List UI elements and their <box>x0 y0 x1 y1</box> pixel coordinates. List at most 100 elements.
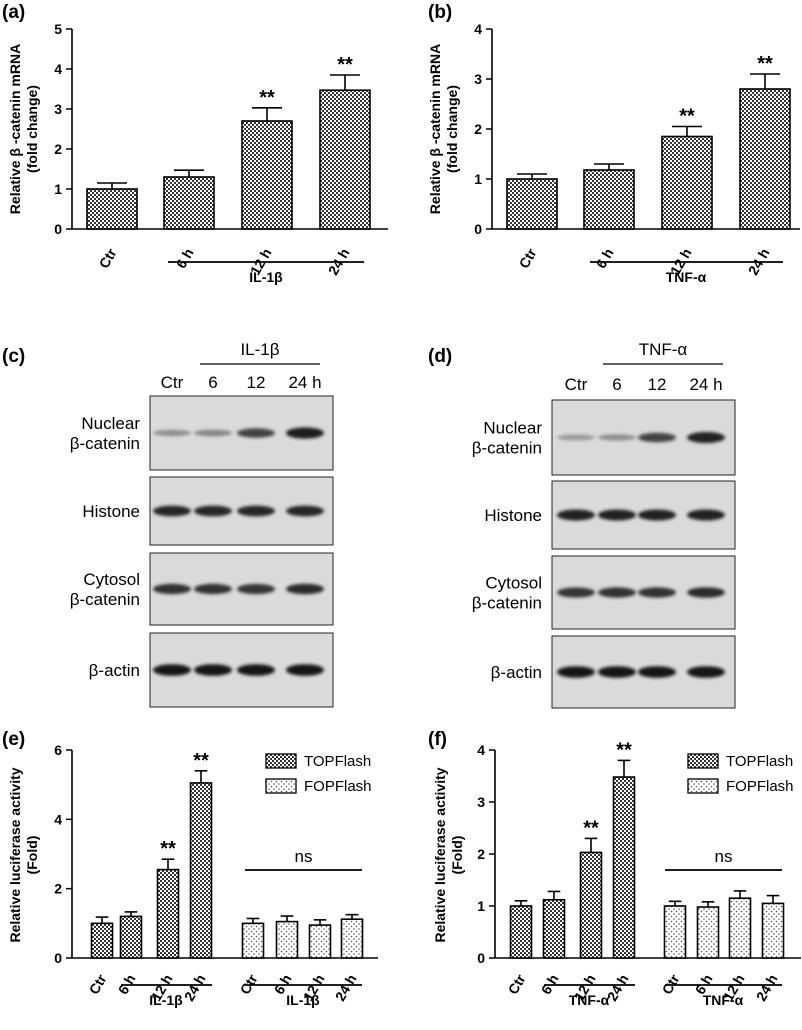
bar <box>542 898 566 959</box>
blot-row-label: Histone <box>82 502 140 521</box>
bar <box>90 922 114 959</box>
blot-lane-label: Ctr <box>565 375 588 394</box>
category-label: Ctr <box>659 971 683 997</box>
blot-band <box>598 666 636 678</box>
blot-treatment-label: IL-1β <box>240 340 279 359</box>
category-label: 24 h <box>181 972 209 1004</box>
bar <box>739 88 791 230</box>
y-axis-title-line: (fold change) <box>24 85 40 173</box>
blot-row-label: β-catenin <box>70 434 140 453</box>
blot-row-label: β-catenin <box>472 439 542 458</box>
y-tick-label: 3 <box>474 71 482 87</box>
blot-band <box>153 429 191 437</box>
blot-band <box>638 509 676 521</box>
y-axis-title: Relative luciferase activity(Fold) <box>432 767 465 942</box>
bar <box>275 920 299 959</box>
y-axis-title-line: Relative luciferase activity <box>7 767 23 942</box>
category-label: 24 h <box>332 972 360 1004</box>
blot-row-label: β-catenin <box>472 594 542 613</box>
y-tick-label: 3 <box>477 794 485 810</box>
blot-band <box>286 427 324 439</box>
panel-label-d: (d) <box>428 346 452 367</box>
chart-b: 0 1 2 3 4 Relative β -catenin mRNA(fold chang… <box>427 21 800 285</box>
group-label: IL-1β <box>249 269 283 285</box>
blot-row-label: Cytosol <box>83 570 140 589</box>
category-label: 6 h <box>593 246 617 272</box>
blot-band <box>153 664 191 676</box>
bar <box>241 120 293 230</box>
group-label: TNF-α <box>703 992 744 1008</box>
category-label: Ctr <box>237 971 261 997</box>
y-tick-label: 2 <box>474 121 482 137</box>
blot-band <box>194 429 232 437</box>
blot-band <box>194 505 232 517</box>
bar <box>189 782 213 959</box>
blot-band <box>237 505 275 517</box>
significance-label: ** <box>757 53 773 75</box>
bar <box>119 915 143 959</box>
blot-band <box>687 666 725 678</box>
blot-band <box>153 583 191 595</box>
y-tick-label: 4 <box>474 21 482 37</box>
significance-label: ** <box>616 739 632 761</box>
y-tick-label: 0 <box>477 950 485 966</box>
legend-swatch <box>265 753 297 769</box>
panel-label-c: (c) <box>2 346 25 367</box>
legend-label: FOPFlash <box>304 778 372 795</box>
blot-row-label: Nuclear <box>483 419 542 438</box>
blot-band <box>153 505 191 517</box>
bar <box>241 922 265 959</box>
blot-band <box>638 587 676 598</box>
blot-band <box>687 509 725 521</box>
blot-band <box>598 587 636 598</box>
blot-row-label: Histone <box>484 506 542 525</box>
legend-label: TOPFlash <box>304 753 371 770</box>
blot-row-label: β-actin <box>491 663 542 682</box>
y-tick-label: 1 <box>474 171 482 187</box>
blot-band <box>557 666 595 678</box>
y-tick-label: 4 <box>477 742 485 758</box>
blot-band <box>557 587 595 598</box>
bar <box>612 776 636 959</box>
y-axis-title-line: Relative β -catenin mRNA <box>7 44 23 214</box>
bar <box>506 178 558 230</box>
y-tick-label: 4 <box>54 811 62 827</box>
blot-band <box>598 434 636 441</box>
y-tick-label: 6 <box>54 742 62 758</box>
blot-band <box>687 587 725 598</box>
legend-label: TOPFlash <box>726 753 793 770</box>
blot-band <box>638 666 676 678</box>
blot-lane-label: 24 h <box>288 373 321 392</box>
category-label: Ctr <box>516 245 540 271</box>
bar <box>583 169 635 230</box>
category-label: Ctr <box>86 971 110 997</box>
y-axis-title-line: Relative luciferase activity <box>432 767 448 942</box>
significance-label: ** <box>160 838 176 860</box>
bar <box>340 918 364 959</box>
y-tick-label: 1 <box>54 181 62 197</box>
group-label: TNF-α <box>569 992 610 1008</box>
category-label: 24 h <box>753 972 781 1004</box>
bar <box>156 868 180 959</box>
y-tick-label: 4 <box>54 61 62 77</box>
bar <box>696 906 720 959</box>
significance-label: ** <box>583 817 599 839</box>
blot-band <box>286 664 324 676</box>
bar <box>728 897 752 959</box>
y-tick-label: 3 <box>54 101 62 117</box>
panel-label-f: (f) <box>428 729 447 750</box>
significance-label: ** <box>679 106 695 128</box>
ns-label: ns <box>715 847 733 866</box>
blot-band <box>237 583 275 595</box>
bar <box>579 851 603 959</box>
blot-row-label: Cytosol <box>485 574 542 593</box>
bar <box>509 905 533 959</box>
y-axis-title: Relative β -catenin mRNA(fold change) <box>7 44 40 214</box>
blot-band <box>557 434 595 441</box>
y-tick-label: 1 <box>477 898 485 914</box>
bar <box>319 89 371 230</box>
y-tick-label: 0 <box>54 950 62 966</box>
y-tick-label: 5 <box>54 21 62 37</box>
